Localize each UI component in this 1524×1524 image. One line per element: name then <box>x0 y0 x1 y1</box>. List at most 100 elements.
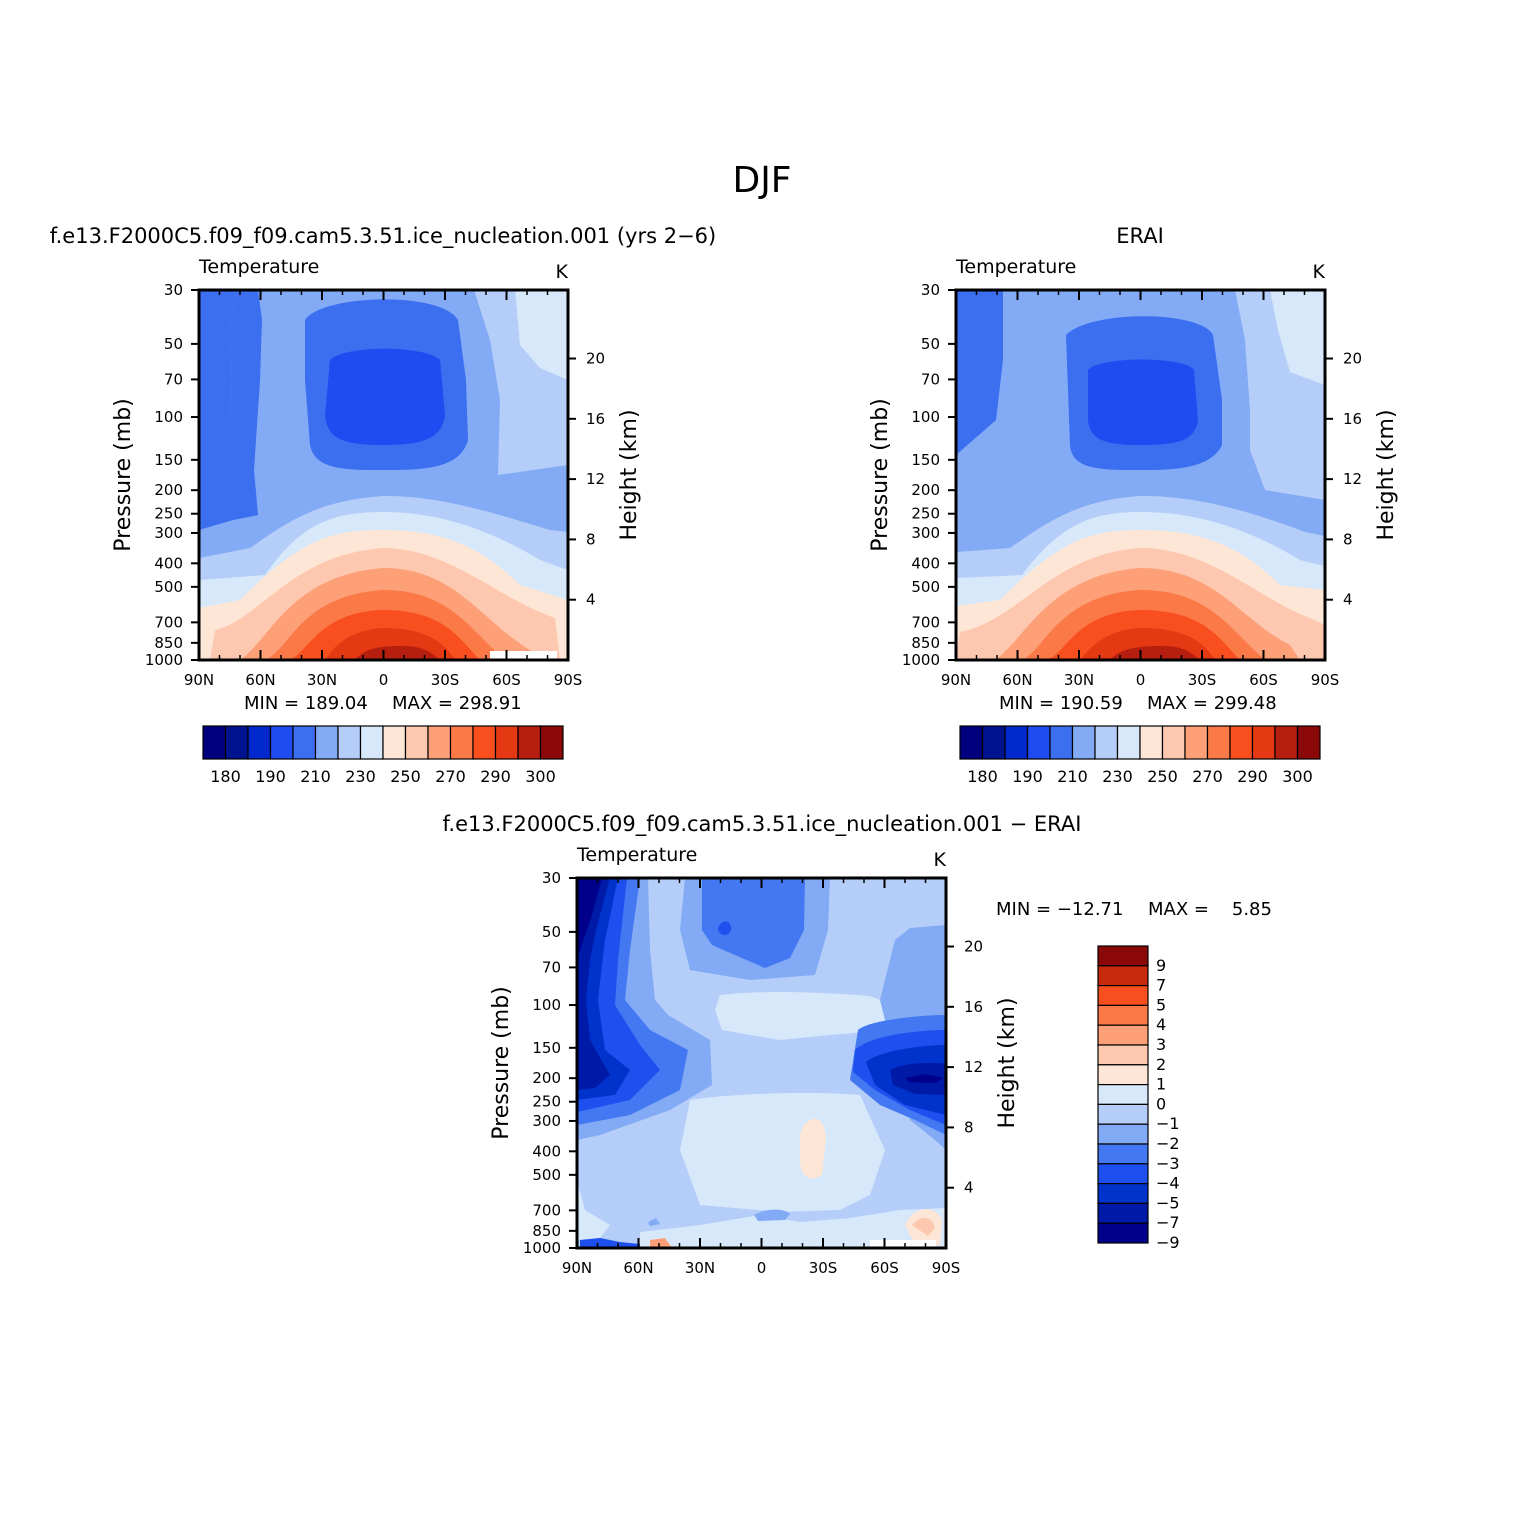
units-label: K <box>1313 261 1326 283</box>
colorbar-swatch <box>1097 1024 1149 1046</box>
min-label: MIN = 190.59 <box>999 693 1123 714</box>
colorbar-swatch <box>1097 1123 1149 1145</box>
x-tick-label: 90N <box>941 671 971 689</box>
level-band <box>754 1209 790 1221</box>
y2-tick-label: 16 <box>586 410 605 428</box>
contour-field <box>199 290 568 660</box>
colorbar-swatch <box>494 725 519 760</box>
x-tick-label: 60S <box>1249 671 1278 689</box>
contour-field <box>956 290 1325 660</box>
colorbar-swatch <box>202 725 227 760</box>
y2-tick-label: 8 <box>1343 530 1353 548</box>
level-band <box>640 1208 946 1248</box>
y-tick-label: 70 <box>164 370 183 388</box>
colorbar: 180 190 210 230 250 270 290 300 <box>202 725 564 786</box>
y2-tick-label: 12 <box>586 470 605 488</box>
y2-tick-label: 16 <box>1343 410 1362 428</box>
level-band <box>355 646 440 660</box>
max-label: MAX = 5.85 <box>1148 899 1272 920</box>
units-label: K <box>556 261 569 283</box>
colorbar-swatch <box>1139 725 1164 760</box>
colorbar-label: −4 <box>1156 1174 1180 1193</box>
colorbar-swatch <box>427 725 452 760</box>
y-tick-label: 100 <box>154 408 183 426</box>
units-label: K <box>934 849 947 871</box>
colorbar-label: 190 <box>255 767 286 786</box>
y-tick-label: 500 <box>532 1166 561 1184</box>
colorbar-swatch <box>1097 1044 1149 1066</box>
variable-label: Temperature <box>576 844 697 866</box>
panel-title: f.e13.F2000C5.f09_f09.cam5.3.51.ice_nucl… <box>443 812 1082 837</box>
colorbar-label: 190 <box>1012 767 1043 786</box>
colorbar-swatch <box>1049 725 1074 760</box>
colorbar-swatch <box>382 725 407 760</box>
y2-tick-label: 8 <box>586 530 596 548</box>
colorbar-label: 0 <box>1156 1094 1166 1113</box>
panel-diff: f.e13.F2000C5.f09_f09.cam5.3.51.ice_nucl… <box>443 812 1272 1277</box>
x-tick-label: 90S <box>932 1259 961 1277</box>
y2-tick-label: 12 <box>1343 470 1362 488</box>
x-tick-label: 60N <box>245 671 275 689</box>
y-tick-label: 50 <box>164 335 183 353</box>
colorbar-swatch <box>1097 1064 1149 1086</box>
colorbar-swatch <box>1094 725 1119 760</box>
colorbar-swatch <box>1097 1103 1149 1125</box>
colorbar-swatch <box>1071 725 1096 760</box>
colorbar-swatch <box>1097 1202 1149 1224</box>
axes: 90N 60N 30N 0 30S 60S 90S 30 50 70 100 150 200 250300… <box>145 281 605 689</box>
y-tick-label: 30 <box>542 869 561 887</box>
colorbar-swatch <box>1097 1163 1149 1185</box>
x-tick-label: 0 <box>1136 671 1146 689</box>
x-tick-label: 30N <box>307 671 337 689</box>
colorbar-swatch <box>1097 965 1149 987</box>
x-tick-label: 30N <box>1064 671 1094 689</box>
colorbar-label: 270 <box>1192 767 1223 786</box>
level-band <box>912 1217 935 1236</box>
axes: 90N 60N 30N 0 30S 60S 90S 30 50 70 100 150 200 250300… <box>902 281 1362 689</box>
axes: 90N 60N 30N 0 30S 60S 90S 30 50 70 100 150 200 250300… <box>523 869 983 1277</box>
colorbar-swatch <box>1004 725 1029 760</box>
level-band <box>718 921 732 936</box>
y2-tick-label: 4 <box>586 591 596 609</box>
min-label: MIN = −12.71 <box>996 899 1123 920</box>
x-tick-label: 60S <box>492 671 521 689</box>
colorbar-swatch <box>224 725 249 760</box>
y2-axis-title: Height (km) <box>1374 409 1399 540</box>
colorbar-swatch <box>1097 1004 1149 1026</box>
y-tick-label: 250 <box>911 505 940 523</box>
x-tick-label: 60N <box>623 1259 653 1277</box>
colorbar: 180 190 210 230 250 270 290 300 <box>959 725 1321 786</box>
y-tick-label: 300 <box>532 1112 561 1130</box>
x-tick-label: 90S <box>554 671 583 689</box>
colorbar-swatch <box>1161 725 1186 760</box>
y2-axis-title: Height (km) <box>617 409 642 540</box>
colorbar-label: −7 <box>1156 1213 1180 1232</box>
colorbar-swatch <box>1097 1182 1149 1204</box>
x-tick-label: 0 <box>757 1259 767 1277</box>
colorbar-label: 180 <box>210 767 241 786</box>
colorbar-swatch <box>292 725 317 760</box>
colorbar-swatch <box>959 725 984 760</box>
colorbar-swatch <box>1097 1143 1149 1165</box>
y-tick-label: 400 <box>532 1142 561 1160</box>
panel-title: ERAI <box>1116 224 1164 248</box>
y-tick-label: 1000 <box>902 651 940 669</box>
level-band <box>1296 515 1325 535</box>
level-band <box>800 1118 826 1179</box>
colorbar-label: 7 <box>1156 976 1166 995</box>
y2-tick-label: 20 <box>1343 350 1362 368</box>
colorbar-swatch <box>247 725 272 760</box>
colorbar-label: −1 <box>1156 1114 1180 1133</box>
max-label: MAX = 299.48 <box>1147 693 1277 714</box>
level-band <box>702 878 805 968</box>
colorbar-label: −3 <box>1156 1154 1180 1173</box>
x-tick-label: 60S <box>870 1259 899 1277</box>
level-band <box>515 290 568 380</box>
colorbar-swatch <box>1229 725 1254 760</box>
y-tick-label: 500 <box>911 578 940 596</box>
y-tick-label: 700 <box>911 613 940 631</box>
y-tick-label: 200 <box>911 481 940 499</box>
y2-tick-label: 20 <box>586 350 605 368</box>
